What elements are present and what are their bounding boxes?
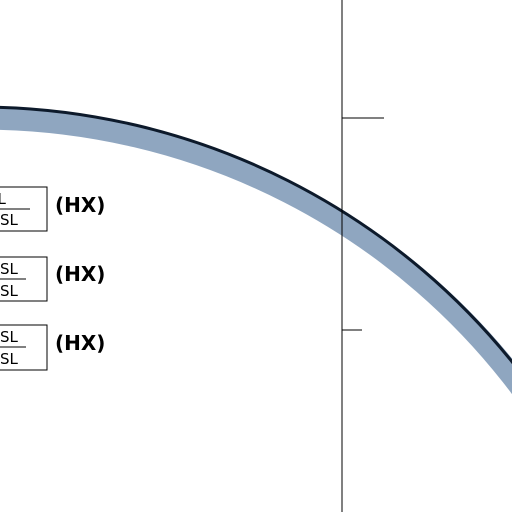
airspace-label: SL SL (HX)	[0, 186, 105, 232]
lower-limit: SL	[0, 282, 19, 300]
airspace-label: SL SL (HX)	[0, 324, 105, 371]
lower-limit: SL	[0, 211, 19, 229]
lower-limit: SL	[0, 350, 19, 368]
note: (HX)	[55, 193, 105, 217]
note: (HX)	[55, 331, 105, 355]
upper-limit: SL	[0, 328, 19, 346]
airspace-label: SL SL (HX)	[0, 256, 105, 302]
boundary-band	[0, 107, 512, 395]
upper-limit: SL	[0, 260, 19, 278]
upper-limit: SL	[0, 190, 7, 208]
note: (HX)	[55, 262, 105, 286]
boundary-line	[0, 105, 512, 365]
